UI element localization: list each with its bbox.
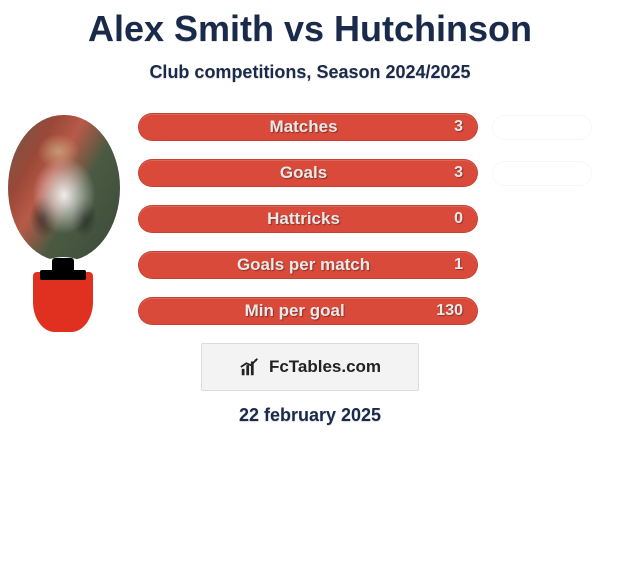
date-text: 22 february 2025 <box>0 405 620 426</box>
stat-bar-matches: Matches 3 <box>138 113 478 141</box>
stat-row: Hattricks 0 <box>138 205 606 233</box>
stat-value-left: 0 <box>454 210 463 228</box>
brand-chart-icon <box>239 356 261 378</box>
stat-value-left: 3 <box>454 164 463 182</box>
brand-badge[interactable]: FcTables.com <box>201 343 419 391</box>
stat-value-left: 3 <box>454 118 463 136</box>
stat-bar-gpm: Goals per match 1 <box>138 251 478 279</box>
stat-row: Goals per match 1 <box>138 251 606 279</box>
stat-bar-mpg: Min per goal 130 <box>138 297 478 325</box>
stat-label: Goals <box>153 163 454 183</box>
avatars-column <box>8 115 128 347</box>
player1-avatar <box>8 115 120 261</box>
stat-row: Matches 3 <box>138 113 606 141</box>
brand-text: FcTables.com <box>269 357 381 377</box>
stat-row: Goals 3 <box>138 159 606 187</box>
stat-bar-hattricks: Hattricks 0 <box>138 205 478 233</box>
stat-bar-goals: Goals 3 <box>138 159 478 187</box>
stat-pill-right <box>492 115 592 140</box>
club-crest-icon <box>33 272 93 332</box>
stat-label: Goals per match <box>153 255 454 275</box>
stat-label: Matches <box>153 117 454 137</box>
stat-label: Min per goal <box>153 301 436 321</box>
stat-value-left: 1 <box>454 256 463 274</box>
player2-avatar <box>18 257 108 347</box>
stat-value-left: 130 <box>436 302 463 320</box>
page-title: Alex Smith vs Hutchinson <box>0 8 620 50</box>
subtitle: Club competitions, Season 2024/2025 <box>0 62 620 83</box>
stats-list: Matches 3 Goals 3 Hattricks 0 Goals per … <box>138 113 606 325</box>
stat-label: Hattricks <box>153 209 454 229</box>
content-area: Matches 3 Goals 3 Hattricks 0 Goals per … <box>0 113 620 325</box>
stat-pill-right <box>492 161 592 186</box>
stat-row: Min per goal 130 <box>138 297 606 325</box>
